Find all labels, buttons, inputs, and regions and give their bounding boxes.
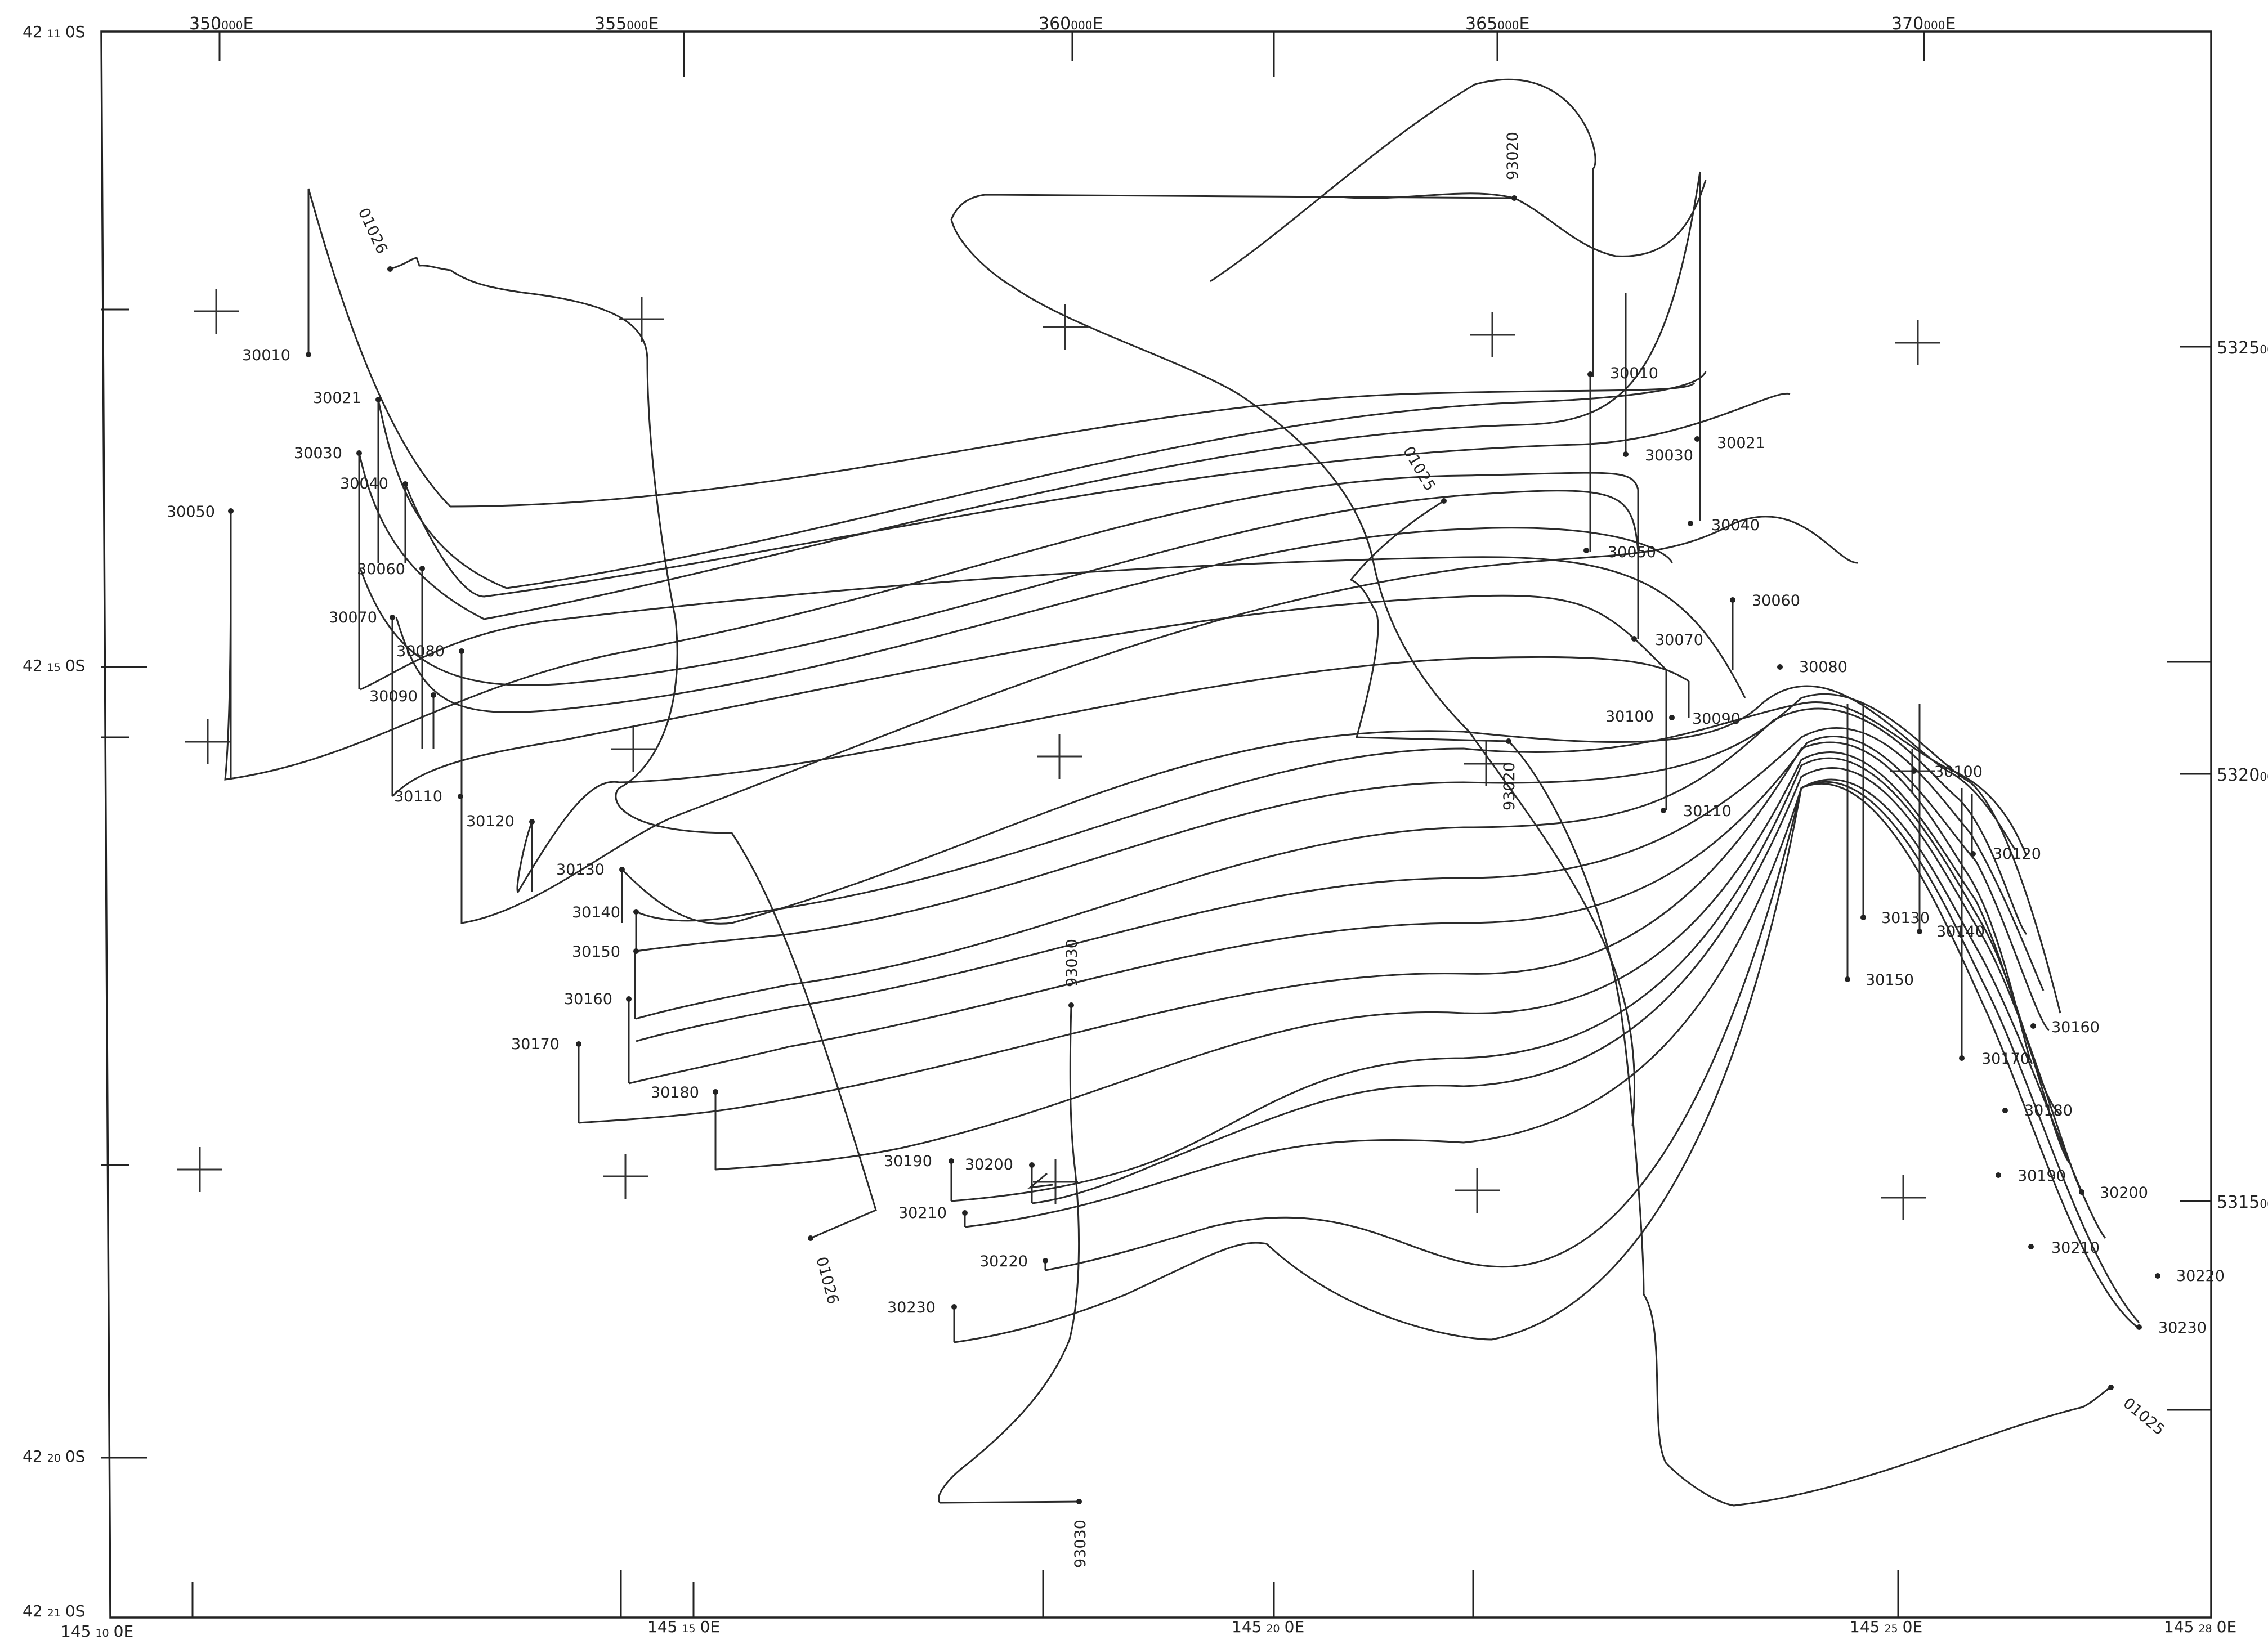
right-ticks xyxy=(2167,346,2211,1411)
svg-text:532000: 532000 xyxy=(2217,765,2268,785)
svg-text:30050: 30050 xyxy=(1608,544,1656,561)
svg-text:30130: 30130 xyxy=(1881,910,1930,927)
svg-text:30040: 30040 xyxy=(1711,517,1760,534)
svg-text:30170: 30170 xyxy=(1981,1050,2030,1068)
svg-text:532500: 532500 xyxy=(2217,338,2268,358)
svg-text:30120: 30120 xyxy=(1993,845,2041,863)
tie-lines xyxy=(390,79,2112,1507)
svg-text:30160: 30160 xyxy=(2051,1019,2100,1036)
svg-text:30150: 30150 xyxy=(1866,971,1914,989)
svg-text:30080: 30080 xyxy=(1799,659,1847,676)
svg-text:93020: 93020 xyxy=(1504,132,1522,180)
svg-text:370000E: 370000E xyxy=(1891,14,1956,34)
svg-text:30180: 30180 xyxy=(651,1084,699,1101)
svg-text:30210: 30210 xyxy=(2051,1239,2100,1257)
svg-text:30030: 30030 xyxy=(294,445,342,462)
svg-text:01026: 01026 xyxy=(812,1255,842,1306)
svg-text:30200: 30200 xyxy=(965,1156,1013,1173)
svg-text:30030: 30030 xyxy=(1645,447,1693,464)
west-line-labels: 30010 30021 30030 30040 30050 30060 3007… xyxy=(167,347,1028,1316)
svg-text:30110: 30110 xyxy=(1683,803,1732,820)
svg-text:30010: 30010 xyxy=(1610,365,1658,382)
svg-text:30190: 30190 xyxy=(2018,1167,2066,1185)
svg-text:30160: 30160 xyxy=(564,991,612,1008)
grid-crosses xyxy=(177,289,1940,1220)
east-line-labels: 30010 30030 30021 30040 30050 30060 3007… xyxy=(1605,365,2225,1337)
svg-text:93030: 93030 xyxy=(1063,939,1081,987)
svg-text:30021: 30021 xyxy=(313,389,361,407)
svg-text:30220: 30220 xyxy=(979,1253,1028,1270)
svg-text:30230: 30230 xyxy=(887,1299,936,1316)
svg-text:30220: 30220 xyxy=(2176,1267,2225,1285)
svg-text:30190: 30190 xyxy=(884,1153,932,1170)
svg-text:30120: 30120 xyxy=(466,813,515,830)
svg-text:30090: 30090 xyxy=(1692,710,1741,728)
svg-text:365000E: 365000E xyxy=(1465,14,1529,34)
svg-text:30200: 30200 xyxy=(2100,1184,2148,1202)
svg-text:30021: 30021 xyxy=(1717,434,1765,452)
svg-text:360000E: 360000E xyxy=(1039,14,1103,34)
svg-text:30070: 30070 xyxy=(1655,631,1703,649)
svg-text:30140: 30140 xyxy=(1936,923,1985,940)
svg-text:30070: 30070 xyxy=(329,609,377,626)
svg-text:30140: 30140 xyxy=(572,904,620,921)
svg-text:30180: 30180 xyxy=(2024,1102,2073,1119)
top-axis-labels: 350000E 355000E 360000E 365000E 370000E xyxy=(189,14,1956,34)
svg-text:93020: 93020 xyxy=(1501,762,1518,810)
left-axis-labels: 42 11 0S 42 15 0S 42 20 0S 42 21 0S xyxy=(23,23,85,1620)
tie-line-labels: 01026 01026 01025 01025 93020 93020 9303… xyxy=(355,132,2168,1568)
bottom-axis-labels: 145 10 0E 145 15 0E 145 20 0E 145 25 0E 145 28 0E xyxy=(61,1618,2236,1641)
svg-text:30090: 30090 xyxy=(369,688,418,705)
svg-text:30100: 30100 xyxy=(1605,708,1654,725)
right-axis-labels: 532500 532000 531500 xyxy=(2217,338,2268,1212)
top-ticks xyxy=(218,32,1925,77)
bottom-ticks xyxy=(191,1570,1899,1618)
svg-text:30080: 30080 xyxy=(396,643,445,660)
map-frame xyxy=(100,30,2212,1619)
svg-text:30210: 30210 xyxy=(898,1204,947,1222)
svg-text:30040: 30040 xyxy=(340,475,388,492)
flight-lines xyxy=(224,171,2140,1343)
svg-text:30150: 30150 xyxy=(572,943,620,961)
svg-text:93030: 93030 xyxy=(1072,1520,1089,1568)
svg-text:30010: 30010 xyxy=(242,347,290,364)
svg-text:01026: 01026 xyxy=(355,205,391,257)
svg-text:350000E: 350000E xyxy=(189,14,253,34)
svg-text:30230: 30230 xyxy=(2158,1319,2207,1337)
svg-text:30100: 30100 xyxy=(1934,763,1983,781)
svg-text:30110: 30110 xyxy=(394,788,442,805)
left-ticks xyxy=(101,308,147,1459)
svg-text:531500: 531500 xyxy=(2217,1193,2268,1212)
svg-text:30050: 30050 xyxy=(167,503,215,521)
svg-text:01025: 01025 xyxy=(1399,444,1439,494)
svg-text:01025: 01025 xyxy=(2120,1395,2168,1439)
svg-text:30130: 30130 xyxy=(556,861,605,879)
svg-text:30060: 30060 xyxy=(1752,592,1800,610)
svg-text:30170: 30170 xyxy=(511,1036,560,1053)
svg-text:355000E: 355000E xyxy=(594,14,659,34)
svg-text:30060: 30060 xyxy=(357,561,405,578)
line-end-markers xyxy=(228,172,2160,1504)
